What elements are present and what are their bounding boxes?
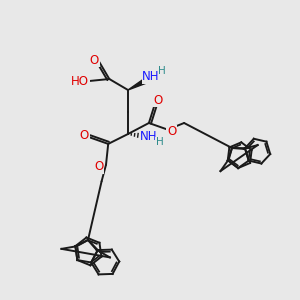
- Text: O: O: [80, 129, 89, 142]
- Text: H: H: [158, 66, 166, 76]
- Text: O: O: [167, 125, 176, 138]
- Text: NH: NH: [140, 130, 157, 143]
- Text: O: O: [94, 160, 103, 173]
- Polygon shape: [128, 76, 150, 90]
- Text: O: O: [90, 54, 99, 67]
- Text: NH: NH: [142, 70, 160, 83]
- Text: O: O: [154, 94, 163, 106]
- Text: HO: HO: [71, 75, 89, 88]
- Text: H: H: [156, 137, 164, 147]
